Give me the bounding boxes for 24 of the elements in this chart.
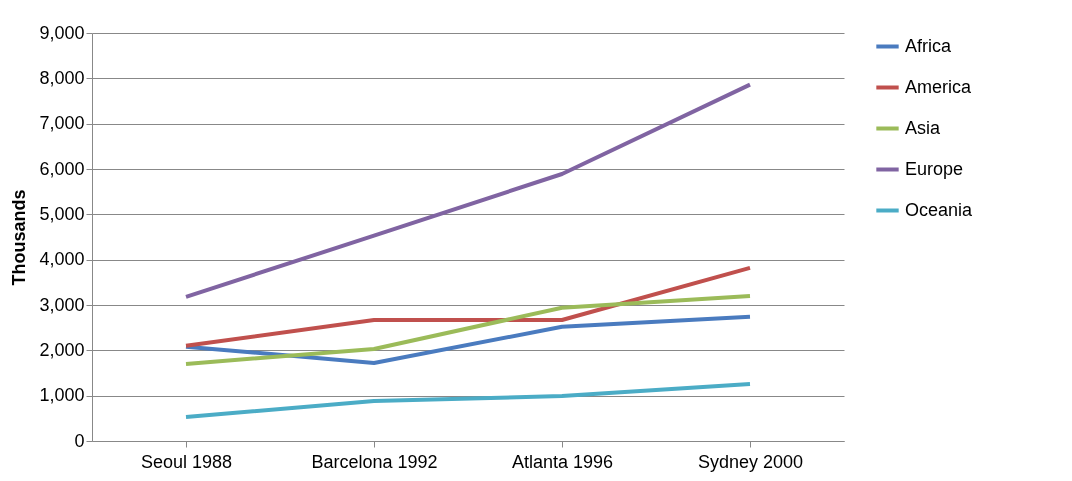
y-tick-label: 2,000	[39, 339, 85, 360]
legend-label: Europe	[905, 158, 964, 179]
legend-label: Africa	[905, 35, 952, 56]
line-series	[184, 314, 752, 366]
line-series	[184, 82, 752, 299]
legend-label: Oceania	[905, 199, 974, 220]
y-tick-label: 7,000	[39, 113, 85, 134]
y-tick-label: 0	[74, 430, 85, 451]
x-tick-label: Atlanta 1996	[511, 451, 614, 472]
y-tick-label: 9,000	[39, 22, 85, 43]
legend-label: Asia	[905, 117, 941, 138]
legend-label: America	[905, 76, 972, 97]
x-tick-label: Sydney 2000	[697, 451, 804, 472]
y-tick-label: 4,000	[39, 249, 85, 270]
y-tick-label: 6,000	[39, 158, 85, 179]
y-axis-title: Thousands	[9, 189, 30, 286]
line-series	[184, 381, 752, 419]
x-tick-label: Seoul 1988	[140, 451, 233, 472]
y-tick-label: 8,000	[39, 67, 85, 88]
line-series	[184, 293, 752, 366]
y-tick-label: 1,000	[39, 385, 85, 406]
x-tick-label: Barcelona 1992	[311, 451, 438, 472]
y-tick-label: 3,000	[39, 294, 85, 315]
y-tick-label: 5,000	[39, 203, 85, 224]
